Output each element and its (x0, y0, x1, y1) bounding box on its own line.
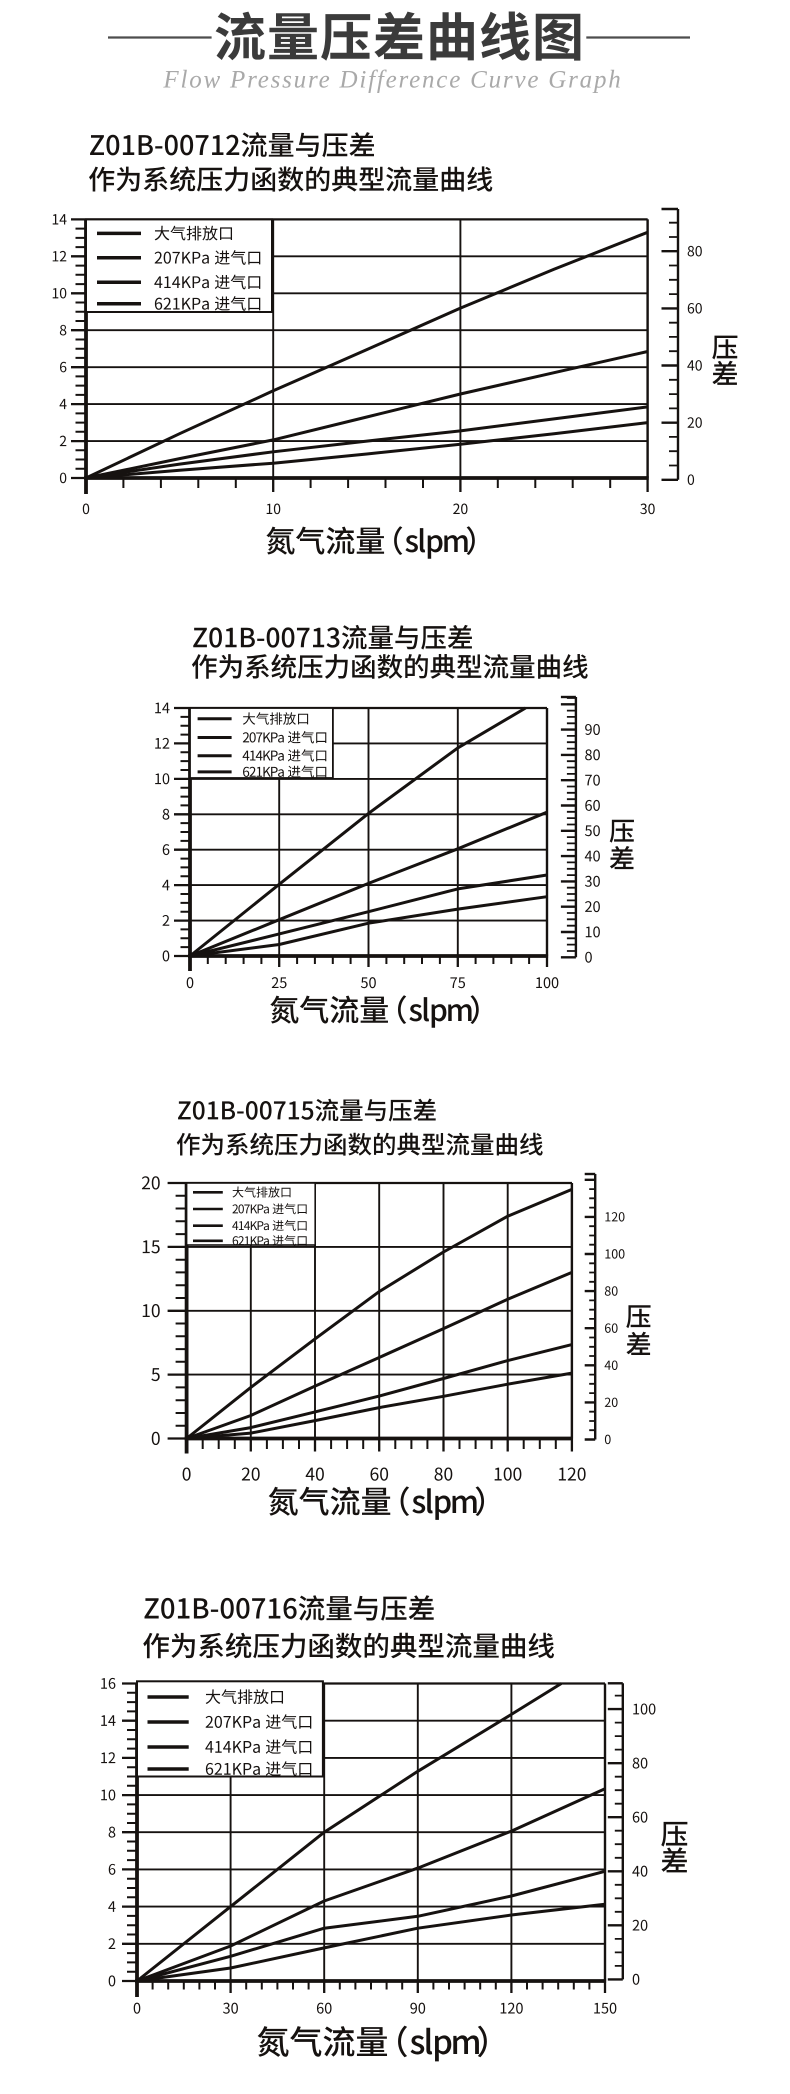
svg-text:Flow Pressure Difference Curve: Flow Pressure Difference Curve Graph (162, 67, 622, 94)
